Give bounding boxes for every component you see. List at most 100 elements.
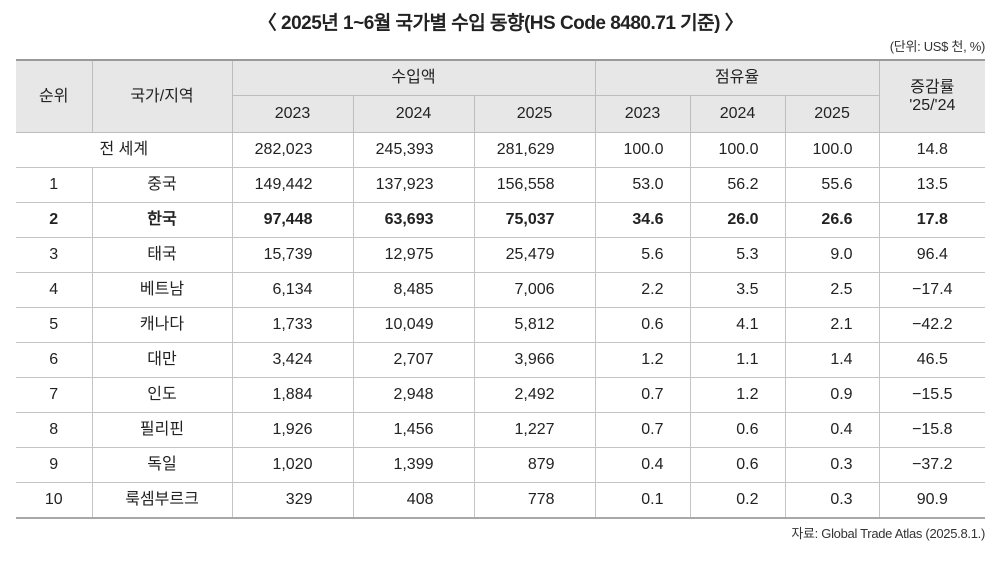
table-row: 5 캐나다 1,733 10,049 5,812 0.6 4.1 2.1 −42.2 (16, 307, 986, 343)
rank-cell: 10 (16, 482, 93, 519)
amount-cell: 97,448 (231, 202, 354, 238)
share-cell: 0.7 (594, 412, 691, 448)
change-cell: 17.8 (878, 202, 986, 238)
share-cell: 0.6 (689, 447, 786, 483)
share-cell: 56.2 (689, 167, 786, 203)
country-cell: 대만 (91, 342, 233, 378)
share-cell: 9.0 (784, 237, 880, 273)
table-row: 6 대만 3,424 2,707 3,966 1.2 1.1 1.4 46.5 (16, 342, 986, 378)
share-cell: 0.3 (784, 447, 880, 483)
share-cell: 0.9 (784, 377, 880, 413)
import-table: 순위 국가/지역 수입액 점유율 증감률 '25/'24 2023 2024 20… (16, 59, 986, 519)
header-change-label: 증감률 (910, 78, 955, 96)
change-cell: 13.5 (878, 167, 986, 203)
share-cell: 2.2 (594, 272, 691, 308)
amount-cell: 778 (473, 482, 596, 519)
amount-cell: 75,037 (473, 202, 596, 238)
share-cell: 1.2 (594, 342, 691, 378)
share-cell: 0.1 (594, 482, 691, 519)
rank-cell: 5 (16, 307, 93, 343)
header-year: 2024 (352, 95, 475, 133)
amount-cell: 1,399 (352, 447, 475, 483)
amount-cell: 329 (231, 482, 354, 519)
table-row: 4 베트남 6,134 8,485 7,006 2.2 3.5 2.5 −17.4 (16, 272, 986, 308)
page: 〈 2025년 1~6월 국가별 수입 동향(HS Code 8480.71 기… (16, 13, 986, 541)
rank-cell: 6 (16, 342, 93, 378)
country-cell: 태국 (91, 237, 233, 273)
amount-cell: 63,693 (352, 202, 475, 238)
share-cell: 0.7 (594, 377, 691, 413)
total-row: 전 세계 282,023 245,393 281,629 100.0 100.0… (16, 132, 986, 168)
amount-cell: 8,485 (352, 272, 475, 308)
rank-cell: 9 (16, 447, 93, 483)
amount-cell: 281,629 (473, 132, 596, 168)
country-cell: 베트남 (91, 272, 233, 308)
amount-cell: 282,023 (231, 132, 354, 168)
header-share: 점유율 (594, 59, 880, 96)
amount-cell: 7,006 (473, 272, 596, 308)
header-year: 2024 (689, 95, 786, 133)
header-rank: 순위 (16, 59, 93, 133)
amount-cell: 137,923 (352, 167, 475, 203)
share-cell: 1.2 (689, 377, 786, 413)
source-note: 자료: Global Trade Atlas (2025.8.1.) (791, 526, 985, 541)
amount-cell: 25,479 (473, 237, 596, 273)
table-row: 1 중국 149,442 137,923 156,558 53.0 56.2 55.6 13.5 (16, 167, 986, 203)
amount-cell: 10,049 (352, 307, 475, 343)
amount-cell: 1,456 (352, 412, 475, 448)
share-cell: 5.6 (594, 237, 691, 273)
share-cell: 0.3 (784, 482, 880, 519)
country-cell: 한국 (91, 202, 233, 238)
share-cell: 26.6 (784, 202, 880, 238)
amount-cell: 12,975 (352, 237, 475, 273)
country-cell: 중국 (91, 167, 233, 203)
country-cell: 룩셈부르크 (91, 482, 233, 519)
table-row: 2 한국 97,448 63,693 75,037 34.6 26.0 26.6 17.8 (16, 202, 986, 238)
change-cell: 96.4 (878, 237, 986, 273)
share-cell: 1.1 (689, 342, 786, 378)
unit-note: (단위: US$ 천, %) (889, 39, 986, 54)
header-change: 증감률 '25/'24 (878, 59, 986, 133)
table-row: 8 필리핀 1,926 1,456 1,227 0.7 0.6 0.4 −15.8 (16, 412, 986, 448)
change-cell: 90.9 (878, 482, 986, 519)
header-year: 2023 (594, 95, 691, 133)
header-country: 국가/지역 (91, 59, 233, 133)
amount-cell: 1,884 (231, 377, 354, 413)
amount-cell: 15,739 (231, 237, 354, 273)
table-row: 9 독일 1,020 1,399 879 0.4 0.6 0.3 −37.2 (16, 447, 986, 483)
rank-cell: 2 (16, 202, 93, 238)
amount-cell: 156,558 (473, 167, 596, 203)
share-cell: 2.5 (784, 272, 880, 308)
amount-cell: 5,812 (473, 307, 596, 343)
change-cell: 46.5 (878, 342, 986, 378)
header-year: 2025 (473, 95, 596, 133)
amount-cell: 1,733 (231, 307, 354, 343)
table-row: 7 인도 1,884 2,948 2,492 0.7 1.2 0.9 −15.5 (16, 377, 986, 413)
share-cell: 0.6 (594, 307, 691, 343)
share-cell: 53.0 (594, 167, 691, 203)
share-cell: 26.0 (689, 202, 786, 238)
share-cell: 100.0 (689, 132, 786, 168)
table-row: 3 태국 15,739 12,975 25,479 5.6 5.3 9.0 96.4 (16, 237, 986, 273)
share-cell: 0.6 (689, 412, 786, 448)
amount-cell: 3,966 (473, 342, 596, 378)
share-cell: 4.1 (689, 307, 786, 343)
rank-cell: 3 (16, 237, 93, 273)
amount-cell: 2,948 (352, 377, 475, 413)
change-cell: −17.4 (878, 272, 986, 308)
amount-cell: 3,424 (231, 342, 354, 378)
amount-cell: 408 (352, 482, 475, 519)
rank-cell: 8 (16, 412, 93, 448)
country-cell: 필리핀 (91, 412, 233, 448)
country-cell: 캐나다 (91, 307, 233, 343)
table-title: 〈 2025년 1~6월 국가별 수입 동향(HS Code 8480.71 기… (257, 13, 744, 34)
amount-cell: 1,227 (473, 412, 596, 448)
share-cell: 2.1 (784, 307, 880, 343)
share-cell: 100.0 (594, 132, 691, 168)
change-cell: 14.8 (878, 132, 986, 168)
change-cell: −37.2 (878, 447, 986, 483)
header-import-amount: 수입액 (231, 59, 596, 96)
rank-cell: 1 (16, 167, 93, 203)
change-cell: −42.2 (878, 307, 986, 343)
table-row: 10 룩셈부르크 329 408 778 0.1 0.2 0.3 90.9 (16, 482, 986, 519)
